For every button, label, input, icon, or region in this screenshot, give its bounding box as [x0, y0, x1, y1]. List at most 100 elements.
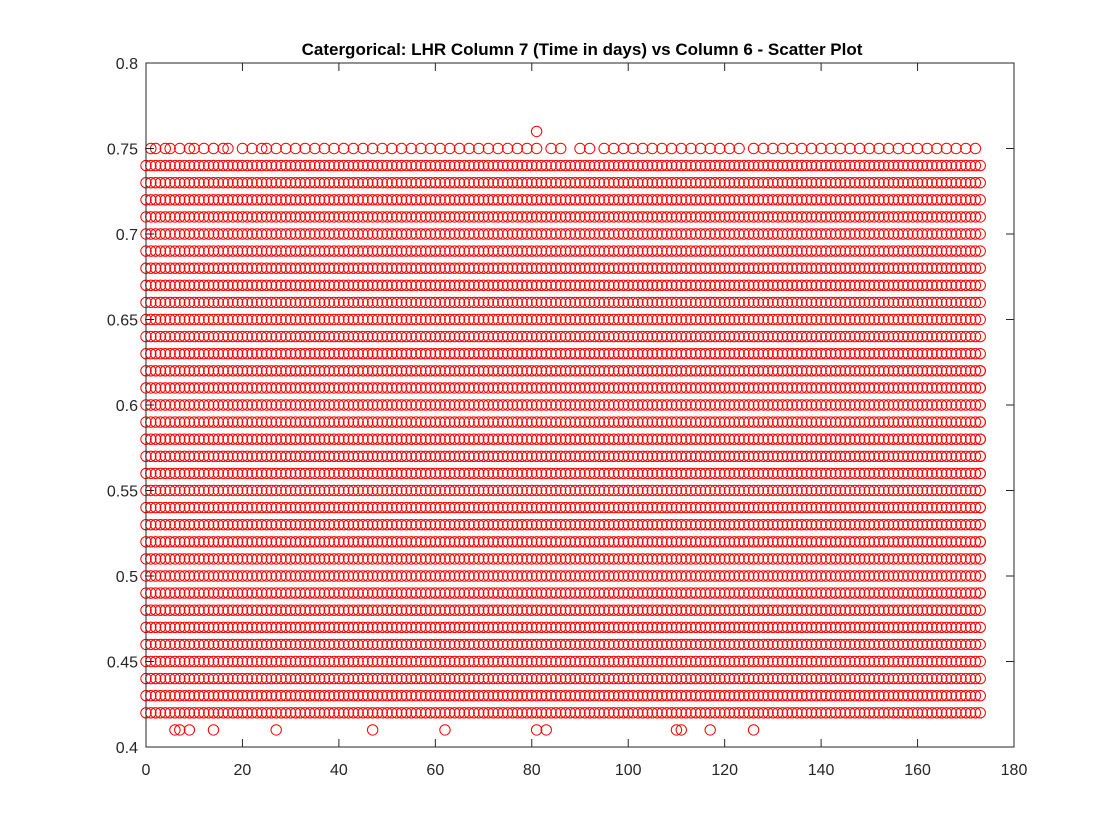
scatter-point — [492, 553, 504, 565]
scatter-point — [222, 433, 234, 445]
scatter-point — [347, 570, 360, 582]
scatter-point — [482, 690, 495, 702]
scatter-point — [892, 501, 904, 514]
scatter-point — [309, 690, 321, 702]
scatter-point — [439, 621, 451, 633]
scatter-point — [825, 519, 837, 531]
scatter-point — [492, 707, 504, 719]
scatter-point — [882, 433, 895, 445]
scatter-point — [786, 690, 798, 702]
scatter-point — [776, 501, 789, 514]
scatter-point — [280, 621, 292, 633]
scatter-point — [853, 501, 866, 514]
scatter-point — [429, 433, 442, 445]
scatter-point — [926, 570, 938, 582]
scatter-point — [294, 484, 307, 497]
scatter-point — [752, 484, 765, 497]
scatter-point — [198, 655, 210, 668]
scatter-point — [805, 621, 818, 633]
scatter-point — [366, 621, 379, 633]
scatter-point — [333, 536, 345, 548]
scatter-point — [960, 433, 972, 445]
scatter-point — [849, 501, 861, 514]
scatter-point — [636, 450, 649, 462]
scatter-point — [559, 450, 572, 462]
scatter-point — [772, 570, 784, 582]
scatter-point — [154, 501, 167, 514]
scatter-point — [781, 553, 794, 565]
scatter-point — [960, 501, 972, 514]
scatter-point — [260, 621, 273, 633]
scatter-point — [849, 587, 861, 599]
scatter-point — [786, 433, 798, 445]
scatter-point — [289, 570, 302, 582]
scatter-point — [598, 536, 610, 548]
scatter-point — [690, 467, 702, 480]
scatter-point — [477, 536, 490, 548]
scatter-point — [487, 553, 499, 565]
scatter-point — [622, 484, 634, 497]
scatter-point — [964, 433, 977, 445]
scatter-point — [444, 484, 456, 497]
scatter-point — [289, 501, 302, 514]
scatter-point — [487, 690, 499, 702]
scatter-point — [516, 672, 528, 685]
scatter-point — [796, 501, 808, 514]
scatter-point — [149, 621, 162, 633]
scatter-point — [328, 655, 340, 668]
scatter-point — [781, 450, 794, 462]
scatter-point — [646, 484, 659, 497]
scatter-point — [530, 467, 543, 480]
scatter-point — [212, 638, 225, 651]
scatter-point — [714, 433, 726, 445]
scatter-point — [955, 570, 967, 582]
scatter-point — [935, 655, 948, 668]
scatter-point — [743, 553, 755, 565]
scatter-point — [685, 467, 697, 480]
scatter-point — [791, 707, 803, 719]
scatter-point — [444, 672, 456, 685]
scatter-point — [463, 519, 475, 531]
scatter-point — [834, 604, 847, 616]
scatter-point — [415, 587, 427, 599]
scatter-point — [902, 433, 914, 445]
scatter-point — [829, 501, 842, 514]
scatter-point — [231, 587, 244, 599]
scatter-point — [458, 707, 470, 719]
scatter-point — [236, 501, 249, 514]
scatter-point — [791, 484, 803, 497]
scatter-point — [820, 707, 832, 719]
scatter-point — [154, 433, 167, 445]
scatter-point — [265, 570, 278, 582]
scatter-point — [260, 484, 273, 497]
scatter-point — [154, 450, 167, 462]
scatter-point — [352, 638, 364, 651]
scatter-point — [907, 672, 919, 685]
scatter-point — [940, 519, 953, 531]
scatter-point — [419, 638, 432, 651]
scatter-point — [945, 604, 958, 616]
scatter-point — [747, 570, 760, 582]
scatter-point — [617, 484, 630, 497]
scatter-point — [902, 484, 914, 497]
scatter-point — [661, 690, 673, 702]
scatter-point — [304, 707, 316, 719]
scatter-point — [786, 553, 798, 565]
scatter-point — [429, 690, 442, 702]
scatter-point — [636, 553, 649, 565]
scatter-point — [448, 536, 461, 548]
scatter-point — [318, 672, 331, 685]
scatter-point — [400, 484, 413, 497]
scatter-point — [632, 553, 644, 565]
scatter-point — [665, 536, 678, 548]
scatter-point — [217, 484, 229, 497]
scatter-point — [964, 672, 977, 685]
scatter-point — [882, 690, 895, 702]
scatter-point — [535, 621, 548, 633]
scatter-point — [212, 707, 225, 719]
scatter-point — [612, 655, 625, 668]
scatter-point — [309, 587, 321, 599]
scatter-point — [699, 621, 712, 633]
scatter-point — [627, 690, 639, 702]
scatter-point — [381, 690, 393, 702]
